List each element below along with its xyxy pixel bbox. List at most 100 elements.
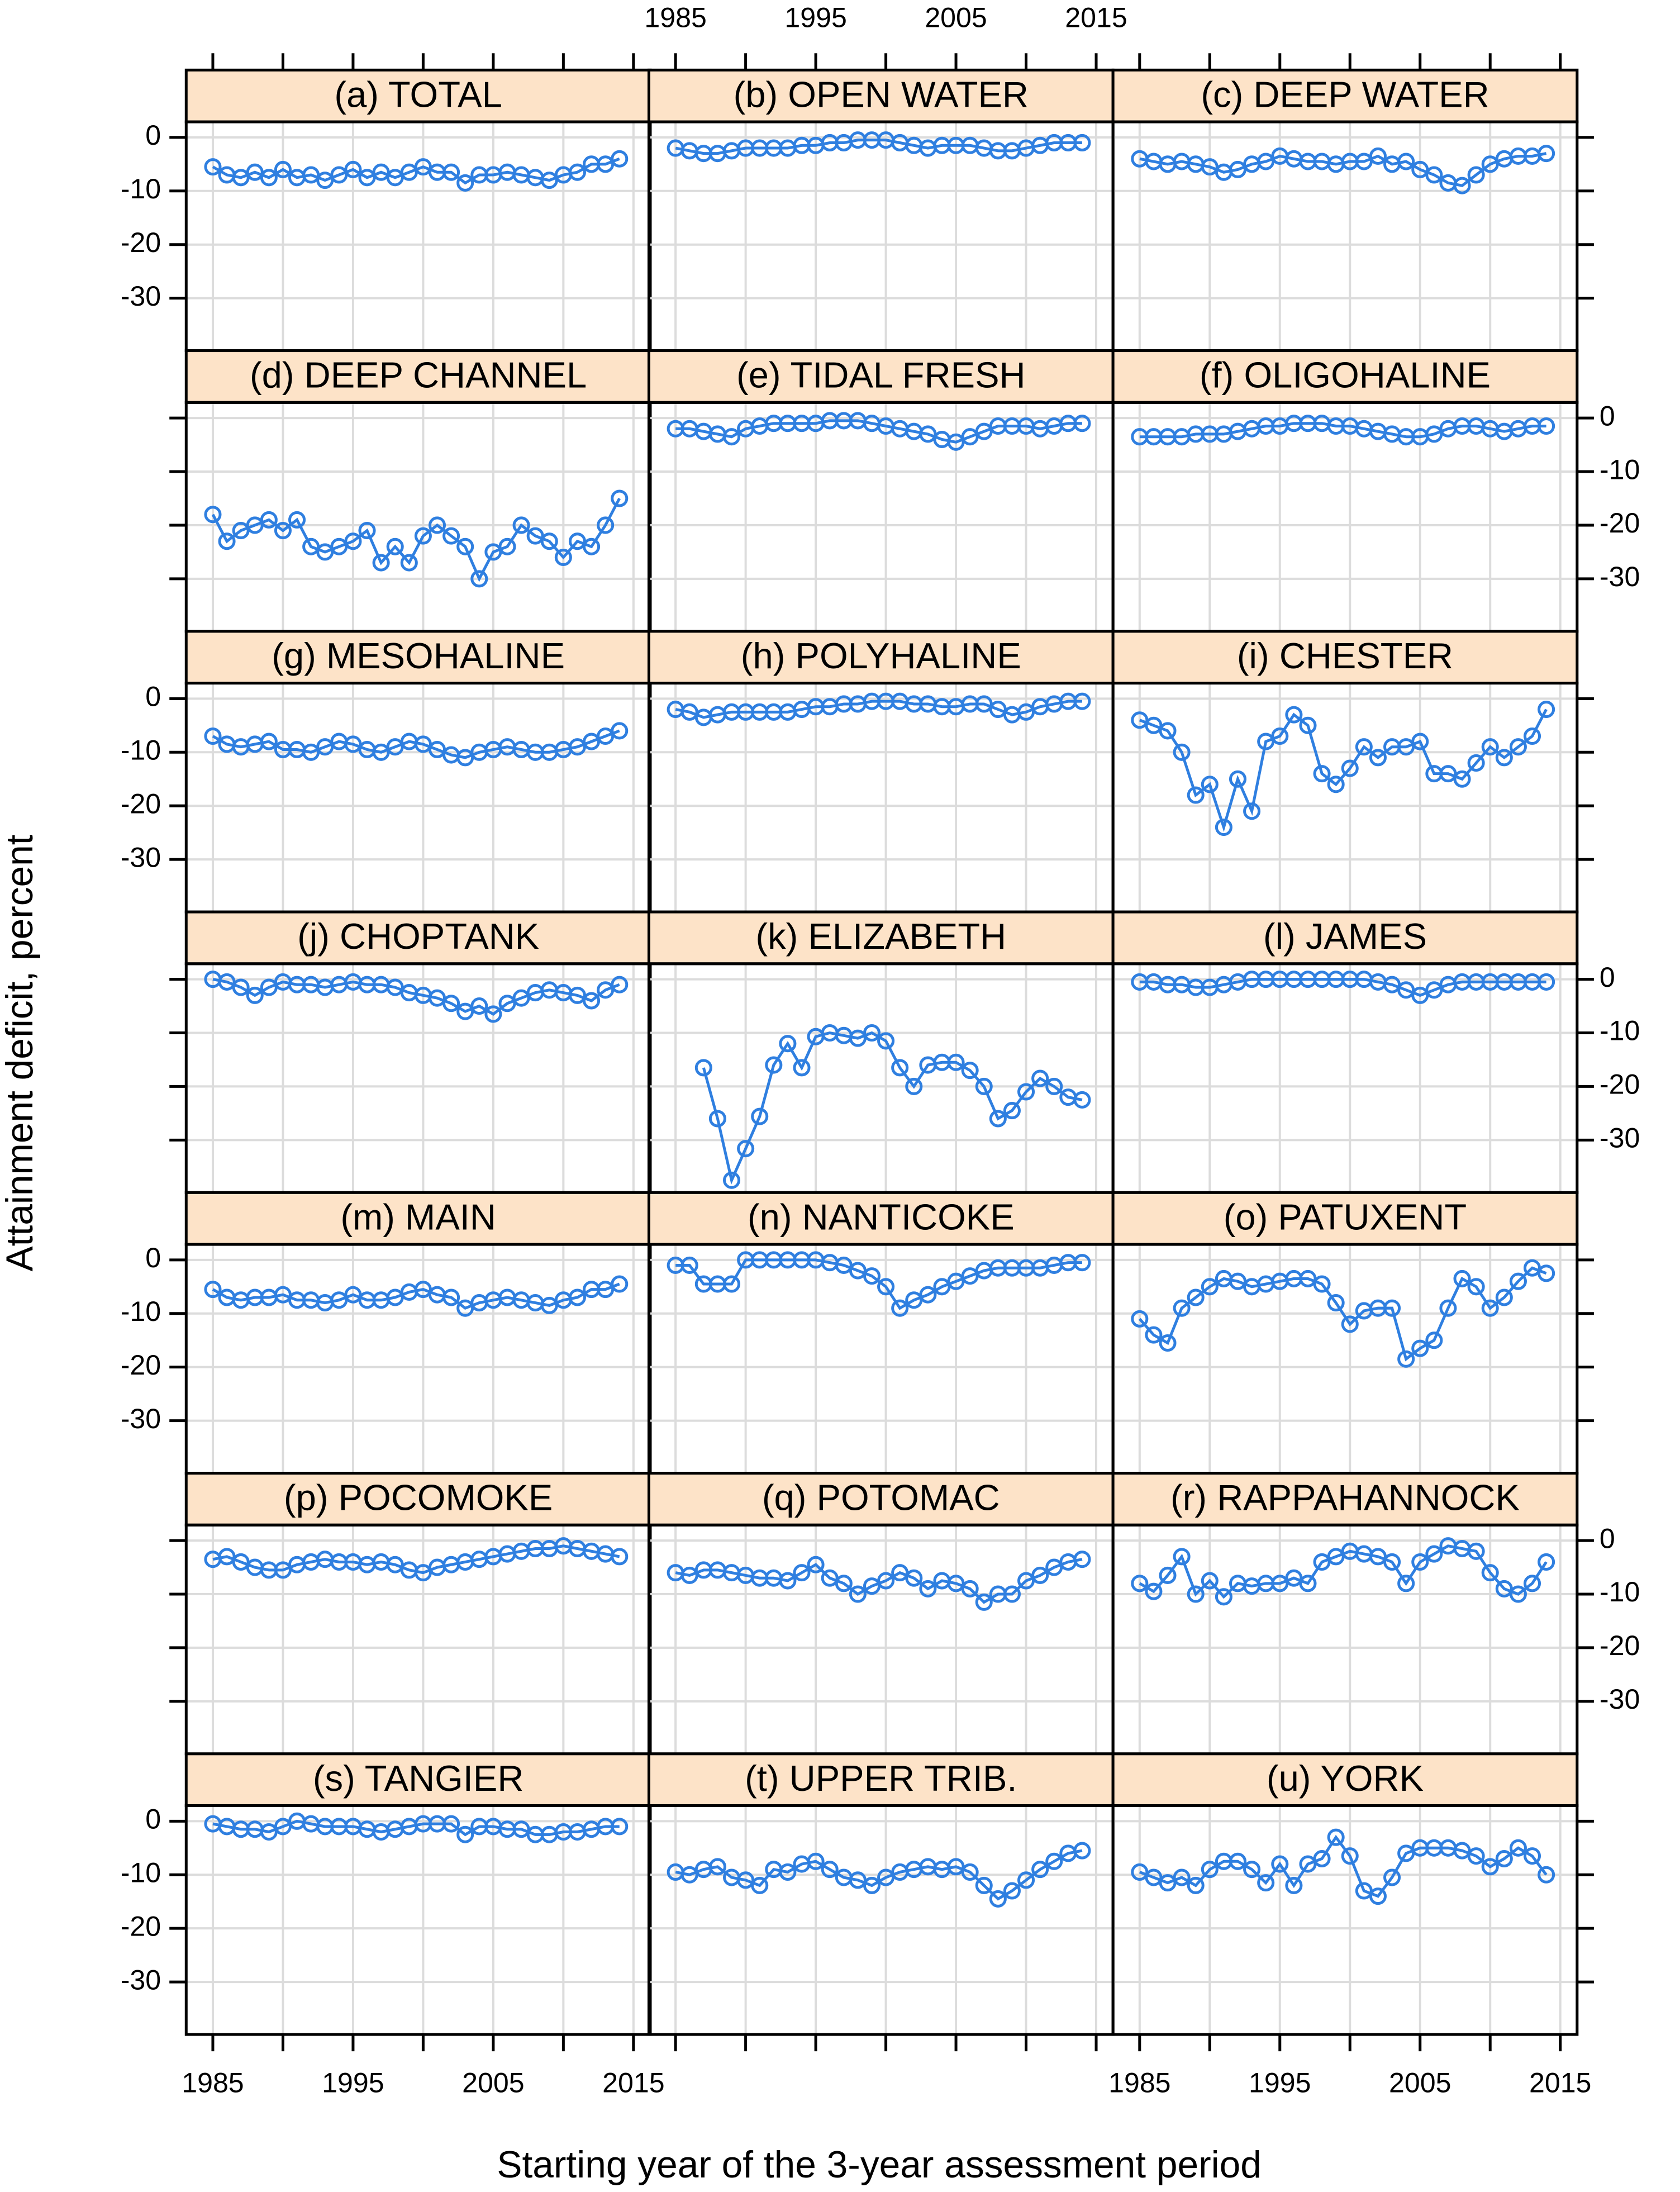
data-point <box>218 532 236 550</box>
y-tick-label: -30 <box>121 1964 161 1995</box>
data-point <box>204 506 222 524</box>
data-point <box>1383 1868 1401 1886</box>
data-point <box>1411 1553 1429 1571</box>
series-line <box>1139 709 1548 833</box>
data-point <box>611 489 629 507</box>
y-tick-label: 0 <box>145 1242 161 1273</box>
panel-frame <box>184 1804 652 2036</box>
panel: (r) RAPPAHANNOCK <box>1111 1472 1579 1756</box>
data-point <box>456 1825 474 1843</box>
data-point <box>204 727 222 745</box>
data-point <box>428 516 446 534</box>
panel-frame <box>1111 1243 1579 1475</box>
y-tick-label: -20 <box>121 1349 161 1381</box>
data-point <box>807 1556 825 1573</box>
data-point <box>1313 1275 1331 1293</box>
data-point <box>1467 166 1485 184</box>
panel-frame <box>1111 1804 1579 2036</box>
y-tick-label: 0 <box>1600 1523 1615 1554</box>
panel-title: (f) OLIGOHALINE <box>1200 355 1491 396</box>
data-point <box>1523 727 1541 745</box>
data-point <box>1003 1882 1021 1900</box>
data-point <box>1187 786 1205 804</box>
x-tick-label: 2015 <box>1065 2 1127 33</box>
series-line <box>1139 1834 1548 1898</box>
panel: (h) POLYHALINE <box>647 630 1115 914</box>
data-point <box>849 1585 867 1603</box>
panel-title: (t) UPPER TRIB. <box>745 1758 1017 1799</box>
y-tick-label: -30 <box>1600 1684 1640 1715</box>
data-point <box>1073 1091 1091 1109</box>
panel-frame <box>647 120 1115 353</box>
y-tick-label: -30 <box>1600 1123 1640 1154</box>
data-point <box>1411 733 1429 750</box>
data-point <box>1425 166 1443 184</box>
y-tick-label: -30 <box>121 841 161 873</box>
panel-title: (k) ELIZABETH <box>755 916 1006 957</box>
strip <box>184 1472 652 1527</box>
data-point <box>1495 1288 1513 1306</box>
data-point <box>765 1056 783 1074</box>
panel-title: (g) MESOHALINE <box>272 635 565 676</box>
x-tick-label: 1985 <box>182 2067 244 2099</box>
strip <box>647 1191 1115 1246</box>
data-point <box>1271 727 1289 745</box>
strip <box>1111 68 1579 123</box>
data-point <box>442 995 460 1012</box>
data-point <box>1017 1083 1035 1101</box>
panel-frame <box>647 1523 1115 1756</box>
data-point <box>863 1876 881 1894</box>
panel-title: (q) POTOMAC <box>762 1477 1000 1518</box>
panel-frame <box>184 1243 652 1475</box>
panel: (q) POTOMAC <box>647 1472 1115 1756</box>
data-point <box>1243 802 1261 820</box>
data-point <box>975 1876 993 1894</box>
strip <box>647 1752 1115 1808</box>
y-tick-label: -20 <box>1600 507 1640 539</box>
data-point <box>1003 1585 1021 1603</box>
data-point <box>1509 1272 1527 1290</box>
panel: (t) UPPER TRIB. <box>647 1752 1115 2036</box>
data-point <box>442 527 460 545</box>
panel-title: (n) NANTICOKE <box>748 1196 1015 1237</box>
y-tick-label: -20 <box>1600 1630 1640 1661</box>
y-tick-label: -10 <box>121 173 161 205</box>
panel: (p) POCOMOKE <box>184 1472 652 1756</box>
panel-title: (p) POCOMOKE <box>284 1477 553 1518</box>
data-point <box>1073 692 1091 710</box>
panel-frame <box>647 1243 1115 1475</box>
data-point <box>1369 1887 1387 1905</box>
data-point <box>751 1876 769 1894</box>
data-point <box>260 169 278 187</box>
data-point <box>372 554 390 572</box>
data-point <box>891 1299 909 1317</box>
data-point <box>863 1267 881 1285</box>
panel-frame <box>184 120 652 353</box>
data-point <box>1509 1585 1527 1603</box>
panel-title: (l) JAMES <box>1263 916 1427 957</box>
panel: (o) PATUXENT <box>1111 1191 1579 1475</box>
panel: (f) OLIGOHALINE <box>1111 349 1579 633</box>
data-point <box>1538 417 1555 435</box>
data-point <box>414 527 432 545</box>
data-point <box>905 1077 923 1095</box>
data-point <box>1201 1861 1219 1879</box>
data-point <box>989 1110 1007 1128</box>
data-point <box>204 1281 222 1299</box>
x-tick-label: 1995 <box>322 2067 384 2099</box>
panel: (g) MESOHALINE <box>184 630 652 914</box>
data-point <box>919 1286 937 1304</box>
y-tick-label: -10 <box>121 735 161 766</box>
data-point <box>1495 749 1513 767</box>
y-tick-label: 0 <box>1600 400 1615 431</box>
data-point <box>1045 1077 1063 1095</box>
data-point <box>1523 1575 1541 1592</box>
data-point <box>260 511 278 529</box>
data-point <box>1467 754 1485 772</box>
x-tick-label: 2005 <box>925 2 987 33</box>
data-point <box>1397 1575 1415 1592</box>
data-point <box>1031 1566 1049 1584</box>
panel-frame <box>1111 962 1579 1194</box>
data-point <box>400 554 418 572</box>
data-point <box>1229 1852 1247 1870</box>
